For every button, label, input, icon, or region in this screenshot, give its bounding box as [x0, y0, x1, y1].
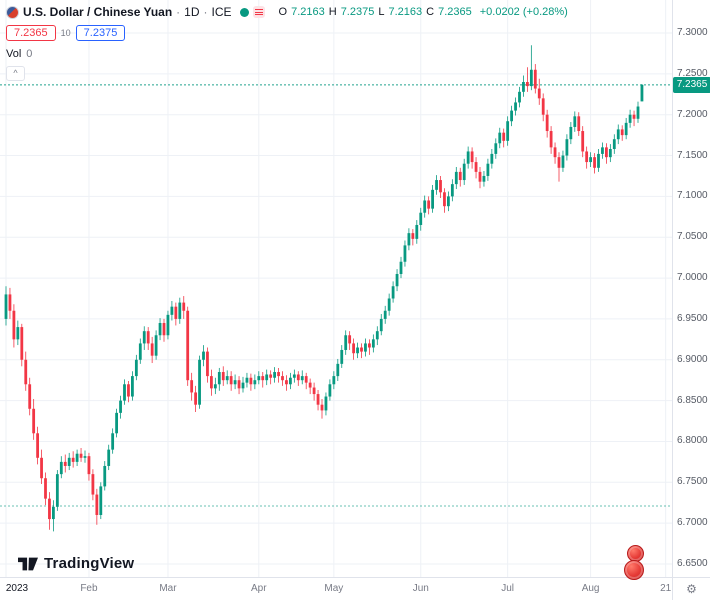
bid-price-button[interactable]: 7.2365 [6, 25, 56, 41]
interval-label[interactable]: 1D [184, 5, 200, 19]
time-tick-label: 21 [660, 583, 672, 594]
open-value: 7.2163 [291, 6, 325, 18]
price-tick-label: 7.1500 [677, 149, 708, 161]
tradingview-logo-text: TradingView [44, 555, 135, 572]
close-value: 7.2365 [438, 6, 472, 18]
price-tick-label: 6.9000 [677, 353, 708, 365]
price-axis[interactable]: 6.6500 6.7000 6.7500 6.8000 6.8500 6.9000 6.95… [672, 0, 710, 577]
change-value: +0.0202 (+0.28%) [479, 6, 568, 18]
time-tick-label: Mar [159, 583, 177, 594]
price-tick-label: 7.0500 [677, 231, 708, 243]
time-tick-label: May [324, 583, 344, 594]
price-tick-label: 6.9500 [677, 312, 708, 324]
open-label: O [278, 6, 288, 18]
bid-ask-row: 7.2365 10 7.2375 [6, 25, 568, 41]
candlestick-chart[interactable] [0, 0, 672, 577]
last-price-badge: 7.2365 [673, 76, 710, 93]
legend-menu-icon[interactable] [252, 6, 265, 18]
axis-settings-corner[interactable]: ⚙ [672, 577, 710, 600]
symbol-title[interactable]: U.S. Dollar / Chinese Yuan [23, 5, 173, 19]
status-dot-icon[interactable] [239, 7, 249, 17]
spread-value: 10 [60, 28, 71, 38]
time-tick-label: Jun [412, 583, 429, 594]
tradingview-mark-icon [18, 557, 38, 570]
red-sticker-icon-2[interactable] [624, 560, 644, 580]
price-tick-label: 7.3000 [677, 27, 708, 38]
grid-lines [0, 0, 672, 577]
ohlc-values: O 7.2163 H 7.2375 L 7.2163 C 7.2365 [279, 6, 472, 18]
close-label: C [426, 6, 435, 18]
high-label: H [328, 6, 337, 18]
price-tick-label: 7.2000 [677, 108, 708, 120]
candles-group [4, 45, 644, 532]
gear-icon[interactable]: ⚙ [686, 582, 697, 596]
price-tick-label: 6.6500 [677, 558, 708, 569]
price-tick-label: 6.7500 [677, 476, 708, 488]
volume-label[interactable]: Vol [6, 48, 22, 60]
volume-value: 0 [26, 48, 33, 60]
low-label: L [378, 6, 385, 18]
collapse-legend-button[interactable]: ^ [6, 66, 25, 81]
time-tick-label: Feb [80, 583, 98, 594]
price-tick-label: 6.7000 [677, 517, 708, 529]
time-tick-label: Apr [251, 583, 267, 594]
price-tick-label: 6.8500 [677, 394, 708, 406]
high-value: 7.2375 [340, 6, 375, 18]
time-tick-label: Jul [501, 583, 515, 594]
separator: · [176, 5, 181, 19]
exchange-label: ICE [211, 5, 232, 19]
separator: · [203, 5, 208, 19]
price-tick-label: 6.8000 [677, 435, 708, 447]
time-axis[interactable]: 2023 Feb Mar Apr May Jun Jul Aug 21 [0, 577, 672, 600]
low-value: 7.2163 [388, 6, 423, 18]
symbol-logo-icon [6, 5, 19, 19]
ask-price-button[interactable]: 7.2375 [75, 25, 126, 41]
price-tick-label: 7.2500 [677, 67, 708, 79]
tradingview-logo[interactable]: TradingView [18, 555, 134, 572]
volume-row: Vol 0 [6, 48, 568, 60]
price-tick-label: 7.0000 [677, 272, 708, 284]
price-tick-label: 7.1000 [677, 190, 708, 202]
time-tick-label: 2023 [5, 583, 29, 594]
time-tick-label: Aug [581, 583, 600, 594]
